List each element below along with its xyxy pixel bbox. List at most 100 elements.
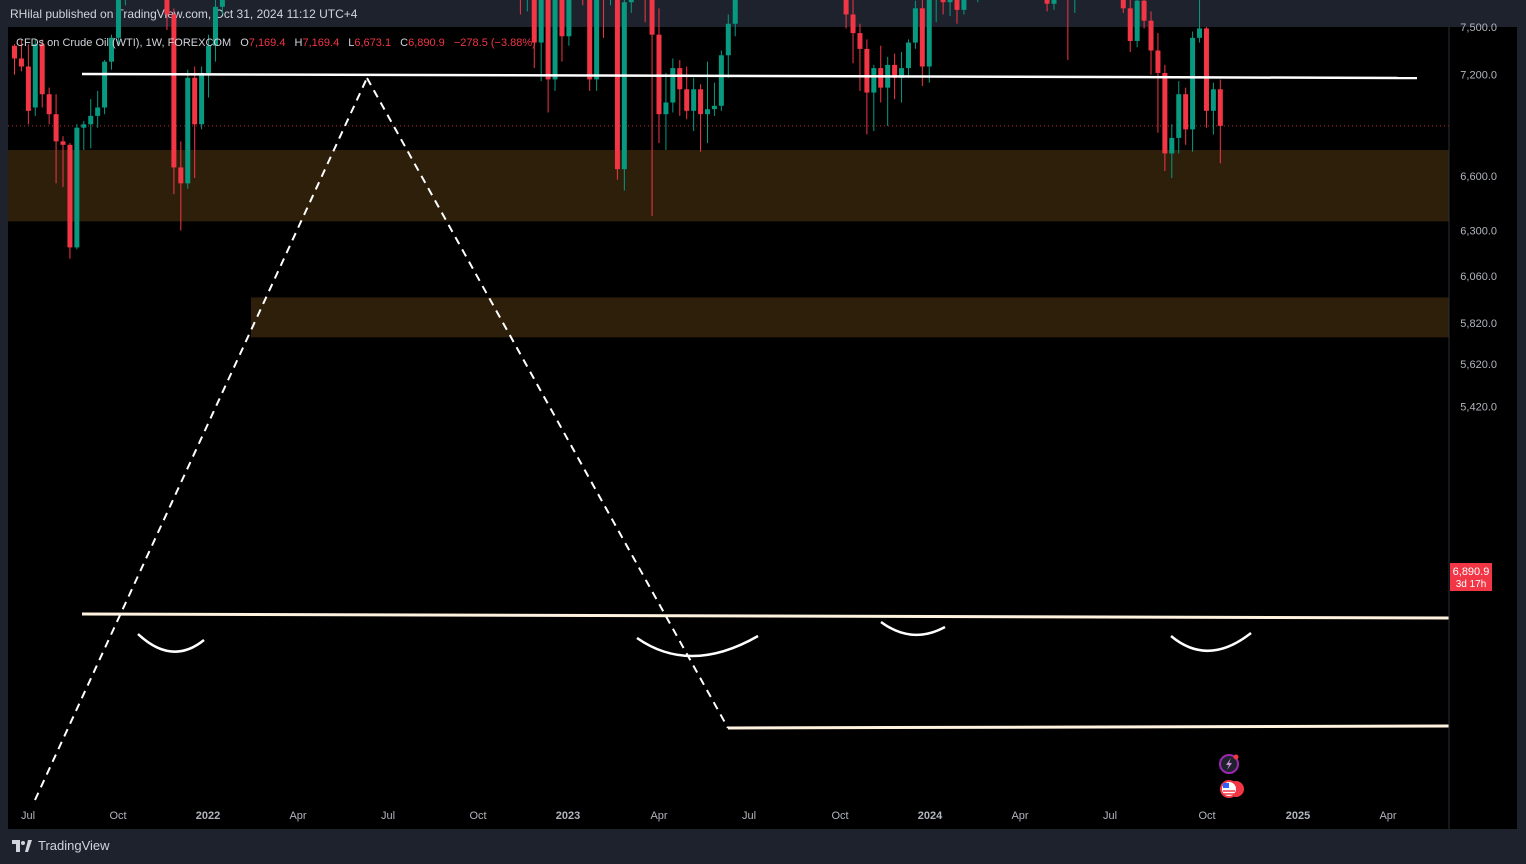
publisher-line: RHilal published on TradingView.com, Oct… — [10, 7, 358, 21]
candle-body — [684, 89, 690, 111]
double-bottom-arc — [137, 633, 205, 653]
candle-body — [725, 23, 731, 56]
candle-body — [940, 0, 946, 3]
candlestick-series — [12, 0, 1223, 259]
svg-text:CFDs on Crude Oil (WTI), 1W, F: CFDs on Crude Oil (WTI), 1W, FOREXCOM O7… — [16, 37, 536, 49]
candle-body — [109, 37, 115, 62]
legend-high-label: H — [295, 37, 303, 49]
legend-open-value: 7,169.4 — [249, 37, 286, 49]
price-tag-countdown: 3d 17h — [1456, 579, 1487, 590]
candle-body — [905, 42, 911, 69]
candle-body — [531, 0, 537, 43]
candle-body — [538, 0, 544, 43]
candle-body — [25, 66, 31, 111]
candle-body — [192, 77, 198, 125]
candle-body — [12, 45, 17, 59]
candle-body — [74, 127, 80, 248]
legend-low-label: L — [348, 37, 354, 49]
support-zone — [251, 297, 1449, 338]
candle-body — [1217, 89, 1223, 126]
legend-close-value: 6,890.9 — [408, 37, 445, 49]
candle-body — [206, 45, 212, 73]
candle-body — [1044, 0, 1050, 4]
candle-body — [53, 114, 59, 142]
time-tick-label: Oct — [1198, 810, 1215, 822]
price-axis[interactable]: 12,800.012,000.011,200.010,700.010,200.0… — [1448, 0, 1517, 829]
price-tick-label: 7,200.0 — [1460, 70, 1497, 82]
candle-body — [614, 0, 620, 170]
time-tick-label: Oct — [109, 810, 126, 822]
price-tick-label: 6,600.0 — [1460, 171, 1497, 183]
candle-body — [1203, 28, 1209, 111]
time-tick-label: 2022 — [196, 810, 220, 822]
time-tick-label: Apr — [289, 810, 306, 822]
candle-body — [1127, 8, 1133, 41]
price-tick-label: 5,620.0 — [1460, 359, 1497, 371]
us-flag-icon[interactable] — [1220, 780, 1244, 798]
candle-body — [199, 72, 205, 125]
price-axis-bg — [1449, 27, 1517, 829]
candle-body — [1148, 20, 1154, 51]
candle-body — [919, 8, 925, 67]
uptrend-line — [34, 77, 368, 801]
candle-body — [691, 89, 697, 111]
candle-body — [670, 68, 676, 103]
time-tick-label: 2024 — [918, 810, 943, 822]
candle-body — [171, 14, 177, 168]
candle-body — [1141, 0, 1147, 21]
time-tick-label: 2023 — [556, 810, 580, 822]
candle-body — [649, 0, 655, 35]
candle-body — [864, 48, 870, 93]
legend: CFDs on Crude Oil (WTI), 1W, FOREXCOM O7… — [16, 37, 536, 49]
price-tick-label: 6,060.0 — [1460, 271, 1497, 283]
legend-change: −278.5 (−3.88%) — [454, 37, 536, 49]
lightning-icon[interactable] — [1219, 754, 1239, 774]
candle-body — [552, 0, 558, 80]
time-tick-label: Apr — [650, 810, 667, 822]
candle-body — [663, 102, 669, 115]
time-axis[interactable]: Jul Oct 2022 Apr Jul Oct 2023 Apr Jul Oct 2024 Apr J… — [21, 810, 1397, 822]
candle-body — [698, 89, 704, 115]
footer-bar — [0, 829, 1526, 864]
candle-body — [88, 115, 94, 125]
tradingview-logo[interactable]: TradingView — [12, 838, 110, 853]
candle-body — [1134, 0, 1140, 41]
candle-body — [594, 0, 600, 80]
candle-body — [39, 44, 45, 95]
candle-body — [947, 0, 953, 3]
candle-body — [566, 0, 572, 37]
candle-body — [732, 0, 738, 24]
candle-body — [185, 77, 191, 184]
candle-body — [878, 68, 884, 88]
price-tag-bg — [1450, 563, 1492, 591]
drawing-annotations — [34, 72, 1450, 801]
candle-body — [677, 68, 683, 90]
time-tick-label: Apr — [1011, 810, 1028, 822]
candle-body — [954, 0, 960, 10]
support-zone — [8, 149, 1449, 222]
legend-symbol: CFDs on Crude Oil (WTI), 1W, FOREXCOM — [16, 37, 231, 49]
candle-body — [1169, 137, 1175, 154]
time-tick-label: Jul — [1103, 810, 1117, 822]
candle-body — [81, 124, 87, 128]
price-tick-label: 7,500.0 — [1460, 22, 1497, 34]
support-line — [81, 612, 1450, 620]
double-bottom-arc — [1170, 632, 1252, 652]
candle-body — [621, 2, 627, 170]
candle-body — [857, 33, 863, 49]
event-icons[interactable] — [1219, 754, 1244, 798]
time-tick-label: Apr — [1379, 810, 1396, 822]
candle-body — [843, 0, 849, 15]
candle-body — [1120, 0, 1126, 9]
support-zones — [8, 149, 1449, 338]
candle-body — [1162, 72, 1168, 154]
candle-body — [102, 61, 108, 108]
publisher-bar: RHilal published on TradingView.com, Oct… — [0, 0, 1526, 28]
double-bottom-arc — [880, 620, 946, 637]
candle-body — [164, 0, 170, 15]
candle-body — [95, 107, 101, 116]
time-tick-label: Oct — [831, 810, 848, 822]
candle-body — [1176, 94, 1182, 138]
tradingview-brand: TradingView — [38, 838, 110, 853]
